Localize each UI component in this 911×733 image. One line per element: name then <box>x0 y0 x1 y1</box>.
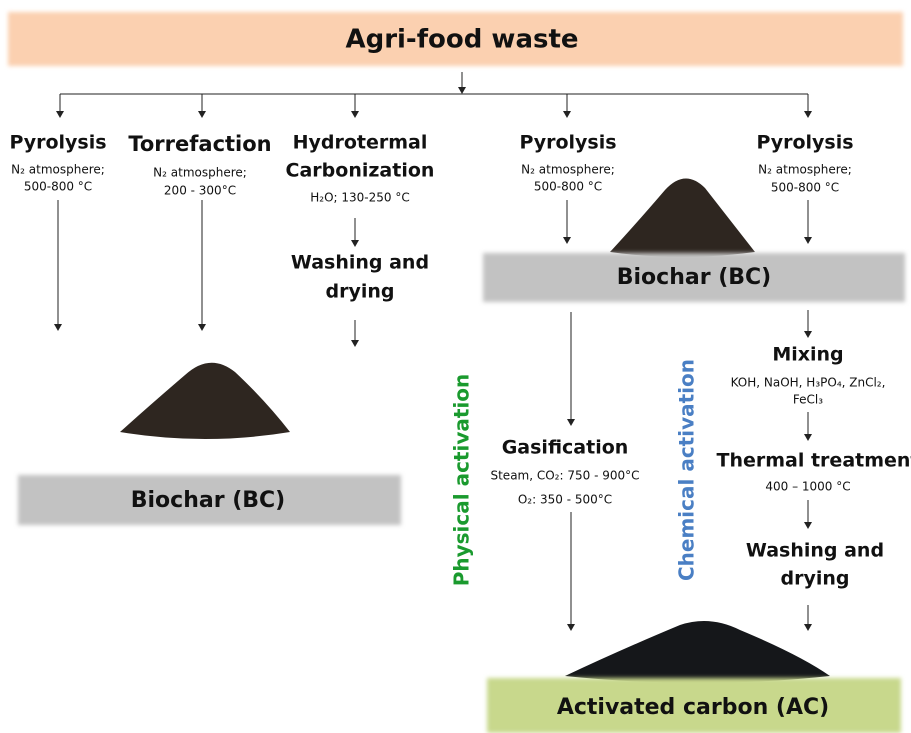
condition: H₂O; 130-250 °C <box>310 191 409 205</box>
step-title: Carbonization <box>286 160 435 182</box>
ac-pile <box>565 621 830 683</box>
biochar-pile <box>610 178 755 257</box>
header-title: Agri-food waste <box>345 25 578 55</box>
intermediate-label: Biochar (BC) <box>617 265 772 290</box>
step-title: Thermal treatment <box>716 450 911 472</box>
condition: N₂ atmosphere; <box>153 166 247 180</box>
product-label: Activated carbon (AC) <box>557 695 829 720</box>
activation-label: Chemical activation <box>675 359 699 581</box>
step-title: Gasification <box>502 437 629 459</box>
condition: N₂ atmosphere; <box>758 163 852 177</box>
condition: Steam, CO₂: 750 - 900°C <box>490 469 639 483</box>
step-title: drying <box>326 281 395 303</box>
condition: O₂: 350 - 500°C <box>518 493 612 507</box>
activation-label: Physical activation <box>450 374 474 587</box>
condition: N₂ atmosphere; <box>521 163 615 177</box>
step-title: drying <box>781 568 850 590</box>
step-title: Pyrolysis <box>519 132 616 154</box>
biochar-pile <box>120 363 290 439</box>
condition: 500-800 °C <box>24 180 92 194</box>
step-title: Hydrotermal <box>293 132 428 154</box>
condition: N₂ atmosphere; <box>11 163 105 177</box>
condition: 500-800 °C <box>534 180 602 194</box>
product-label: Biochar (BC) <box>131 488 286 513</box>
condition: KOH, NaOH, H₃PO₄, ZnCl₂, <box>731 376 886 390</box>
condition: 400 – 1000 °C <box>765 480 850 494</box>
step-title: Mixing <box>772 344 843 366</box>
step-title: Pyrolysis <box>9 132 106 154</box>
step-title: Pyrolysis <box>756 132 853 154</box>
condition: 200 - 300°C <box>164 184 236 198</box>
step-title: Torrefaction <box>128 132 271 156</box>
condition: FeCl₃ <box>793 393 823 407</box>
step-title: Washing and <box>746 540 884 562</box>
diagram: Agri-food waste Pyrolysis N₂ atmosphere;… <box>0 0 911 733</box>
condition: 500-800 °C <box>771 181 839 195</box>
step-title: Washing and <box>291 252 429 274</box>
